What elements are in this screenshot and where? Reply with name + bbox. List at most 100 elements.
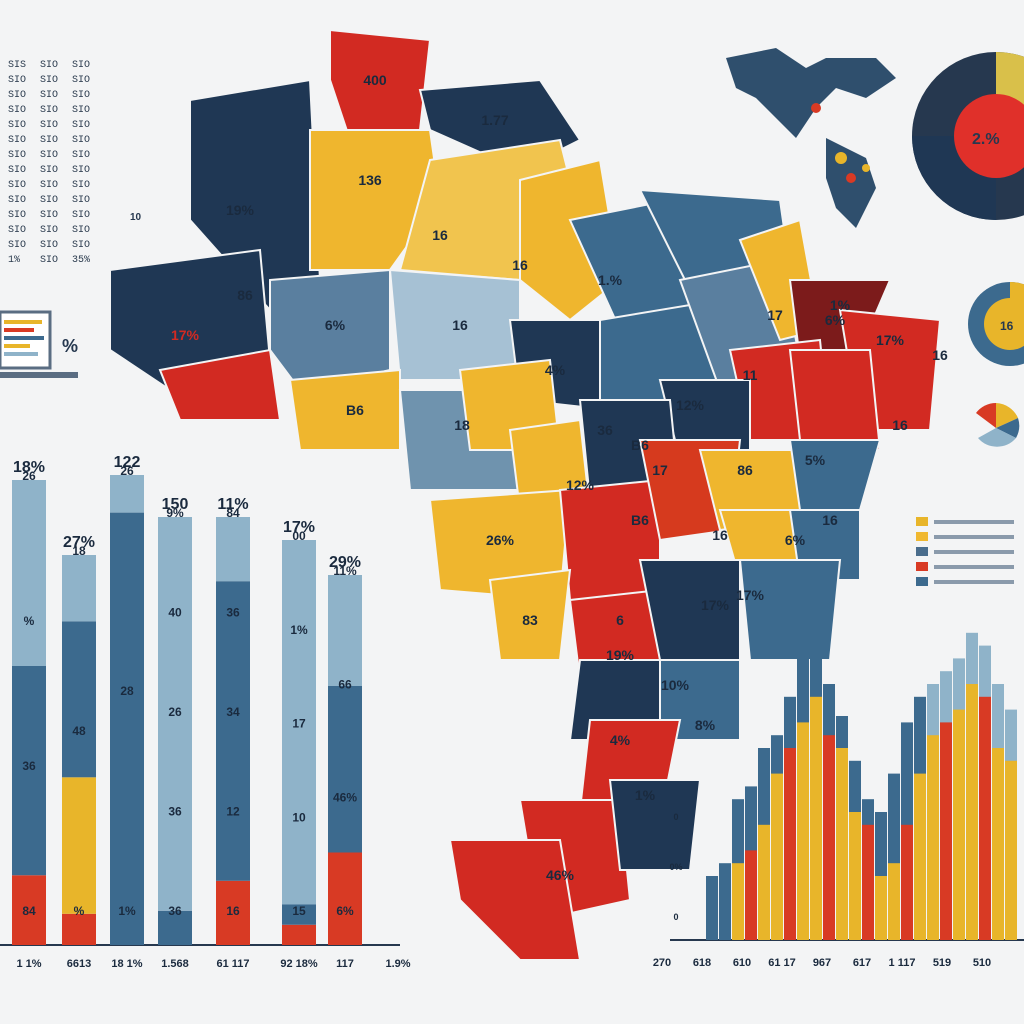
legend-text-placeholder — [934, 549, 1014, 554]
table-cell: SIO — [8, 225, 27, 236]
bar-segment — [328, 852, 362, 945]
bar-segment — [62, 913, 96, 945]
table-cell: SIO — [72, 195, 91, 206]
table-row: 1% SIO 35% — [8, 253, 98, 268]
table-cell: SIO — [8, 210, 27, 221]
x-tick-label: 1.568 — [161, 958, 189, 970]
bar — [862, 824, 874, 940]
x-tick-label: 617 — [853, 957, 871, 969]
bar — [745, 850, 757, 940]
map-region-label: B6 — [631, 437, 649, 453]
legend-item — [916, 514, 1024, 529]
map-region-label: 12% — [566, 477, 595, 493]
bar — [758, 824, 770, 940]
map-region-label: 6% — [825, 312, 846, 328]
segment-label: 46% — [333, 791, 357, 805]
table-cell: SIO — [8, 120, 27, 131]
bar — [810, 696, 822, 940]
map-region-label: 83 — [522, 612, 538, 628]
segment-label: 9% — [166, 506, 184, 520]
segment-label: 16 — [226, 904, 240, 918]
map-region — [448, 839, 582, 961]
bar-segment — [12, 875, 46, 945]
table-cell: SIO — [72, 180, 91, 191]
map-region-label: 46% — [546, 867, 575, 883]
table-cell: SIO — [72, 225, 91, 236]
bar — [823, 735, 835, 940]
segment-label: 17 — [292, 717, 306, 731]
map-region-label: 11 — [743, 367, 758, 383]
table-cell: SIO — [40, 180, 59, 191]
map-region-label: 17% — [876, 332, 905, 348]
bar-top-label: 17% — [283, 519, 315, 536]
segment-label: 40 — [168, 606, 182, 620]
map-region-label: 16 — [452, 317, 468, 333]
map-region-label: 16 — [892, 417, 908, 433]
x-tick-label: 61 117 — [216, 958, 249, 970]
x-tick-label: 1 117 — [889, 957, 916, 969]
bar — [849, 812, 861, 940]
grouped-bar-chart: 270 618 610 61 17 967 617 1 117 519 510 0 0% 0 — [653, 632, 1024, 969]
table-row: SIO SIO SIO — [8, 88, 98, 103]
map-region-label: 18 — [454, 417, 470, 433]
x-tick-label: 61 17 — [768, 957, 796, 969]
bar-segment — [110, 512, 144, 945]
map-region — [488, 568, 572, 661]
table-cell: SIO — [8, 75, 27, 86]
table-cell: SIO — [40, 225, 59, 236]
table-cell: SIO — [40, 60, 59, 71]
table-cell: SIO — [72, 210, 91, 221]
bar — [719, 863, 731, 940]
bar-top-label: 150 — [162, 496, 189, 513]
map-region-label: 17% — [701, 597, 730, 613]
segment-label: 84 — [22, 904, 36, 918]
map-region — [788, 349, 882, 452]
table-cell: SIO — [8, 180, 27, 191]
map-region-label: 8% — [695, 717, 716, 733]
table-cell: SIO — [72, 90, 91, 101]
table-row: SIO SIO SIO — [8, 208, 98, 223]
x-tick-label: 1 1% — [16, 958, 41, 970]
map-region-label: B6 — [346, 402, 364, 418]
map-region-label: 12% — [676, 397, 705, 413]
bar — [784, 748, 796, 940]
radial-icon — [976, 403, 1020, 447]
bar-segment — [328, 575, 362, 686]
legend-swatch — [916, 532, 928, 541]
bar-segment — [282, 924, 316, 945]
map-region-label: 1% — [830, 297, 851, 313]
bar-segment — [282, 540, 316, 905]
map-region-label: 17% — [171, 327, 200, 343]
map-region-label: 17 — [652, 462, 668, 478]
segment-label: 10 — [292, 810, 306, 824]
segment-label: 36 — [168, 805, 182, 819]
table-cell: SIO — [72, 75, 91, 86]
table-cell: SIO — [40, 120, 59, 131]
segment-label: 36 — [168, 904, 182, 918]
bar-segment — [216, 517, 250, 582]
legend-item — [916, 529, 1024, 544]
table-row: SIO SIO SIO — [8, 238, 98, 253]
x-tick-label: 519 — [933, 957, 951, 969]
bar-segment — [62, 555, 96, 622]
segment-label: 1% — [118, 904, 136, 918]
bar — [940, 722, 952, 940]
bar — [771, 773, 783, 940]
x-tick-label: 6613 — [67, 958, 91, 970]
legend-swatch — [916, 562, 928, 571]
map-region-label: 6% — [325, 317, 346, 333]
map-region-label: 6% — [785, 532, 806, 548]
x-tick-label: 117 — [336, 958, 354, 970]
table-cell: SIO — [72, 120, 91, 131]
bar — [901, 824, 913, 940]
map-region-label: 17% — [736, 587, 765, 603]
x-tick-label: 967 — [813, 957, 831, 969]
table-cell: SIS — [8, 60, 27, 71]
table-cell: SIO — [40, 105, 59, 116]
segment-label: 26 — [120, 464, 134, 478]
table-row: SIO SIO SIO — [8, 163, 98, 178]
table-cell: SIO — [72, 240, 91, 251]
legend-item — [916, 574, 1024, 589]
map-region — [158, 348, 282, 421]
